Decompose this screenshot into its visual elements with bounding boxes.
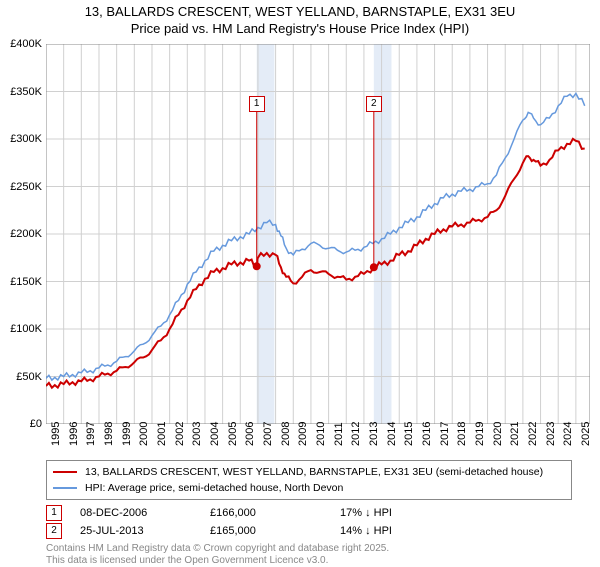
sale-row: 1 08-DEC-2006£166,00017% ↓ HPI bbox=[46, 504, 586, 522]
sales-list: 1 08-DEC-2006£166,00017% ↓ HPI 2 25-JUL-201… bbox=[46, 504, 586, 540]
legend-box: 13, BALLARDS CRESCENT, WEST YELLAND, BAR… bbox=[46, 460, 572, 500]
legend-swatch-blue bbox=[53, 487, 77, 489]
legend-swatch-red bbox=[53, 471, 77, 473]
footer-line-1: Contains HM Land Registry data © Crown c… bbox=[46, 543, 389, 554]
y-tick-label: £100K bbox=[0, 323, 42, 335]
legend-row-blue: HPI: Average price, semi-detached house,… bbox=[53, 480, 565, 496]
sale-diff: 14% ↓ HPI bbox=[340, 525, 470, 537]
sale-date: 25-JUL-2013 bbox=[80, 525, 210, 537]
y-tick-label: £0 bbox=[0, 418, 42, 430]
sale-row-marker: 1 bbox=[46, 505, 62, 521]
y-tick-label: £350K bbox=[0, 86, 42, 98]
y-tick-label: £150K bbox=[0, 276, 42, 288]
legend-row-red: 13, BALLARDS CRESCENT, WEST YELLAND, BAR… bbox=[53, 464, 565, 480]
x-tick-label: 2025 bbox=[580, 422, 600, 446]
legend-label-blue: HPI: Average price, semi-detached house,… bbox=[85, 482, 343, 494]
y-tick-label: £200K bbox=[0, 228, 42, 240]
sale-price: £165,000 bbox=[210, 525, 340, 537]
sale-price: £166,000 bbox=[210, 507, 340, 519]
y-tick-label: £400K bbox=[0, 38, 42, 50]
y-tick-label: £300K bbox=[0, 133, 42, 145]
legend: 13, BALLARDS CRESCENT, WEST YELLAND, BAR… bbox=[46, 460, 586, 567]
y-tick-label: £250K bbox=[0, 181, 42, 193]
y-tick-label: £50K bbox=[0, 371, 42, 383]
sale-marker-box: 1 bbox=[249, 96, 265, 112]
sale-marker-box: 2 bbox=[366, 96, 382, 112]
legend-label-red: 13, BALLARDS CRESCENT, WEST YELLAND, BAR… bbox=[85, 466, 543, 478]
sale-date: 08-DEC-2006 bbox=[80, 507, 210, 519]
sale-row: 2 25-JUL-2013£165,00014% ↓ HPI bbox=[46, 522, 586, 540]
title-line-2: Price paid vs. HM Land Registry's House … bbox=[131, 21, 469, 36]
chart-title: 13, BALLARDS CRESCENT, WEST YELLAND, BAR… bbox=[0, 0, 600, 38]
footer-line-2: This data is licensed under the Open Gov… bbox=[46, 555, 328, 566]
chart-container: 13, BALLARDS CRESCENT, WEST YELLAND, BAR… bbox=[0, 0, 600, 560]
chart-area bbox=[46, 44, 590, 424]
title-line-1: 13, BALLARDS CRESCENT, WEST YELLAND, BAR… bbox=[85, 4, 516, 19]
sale-diff: 17% ↓ HPI bbox=[340, 507, 470, 519]
sale-row-marker: 2 bbox=[46, 523, 62, 539]
footer-text: Contains HM Land Registry data © Crown c… bbox=[46, 543, 586, 567]
chart-svg bbox=[46, 44, 590, 424]
